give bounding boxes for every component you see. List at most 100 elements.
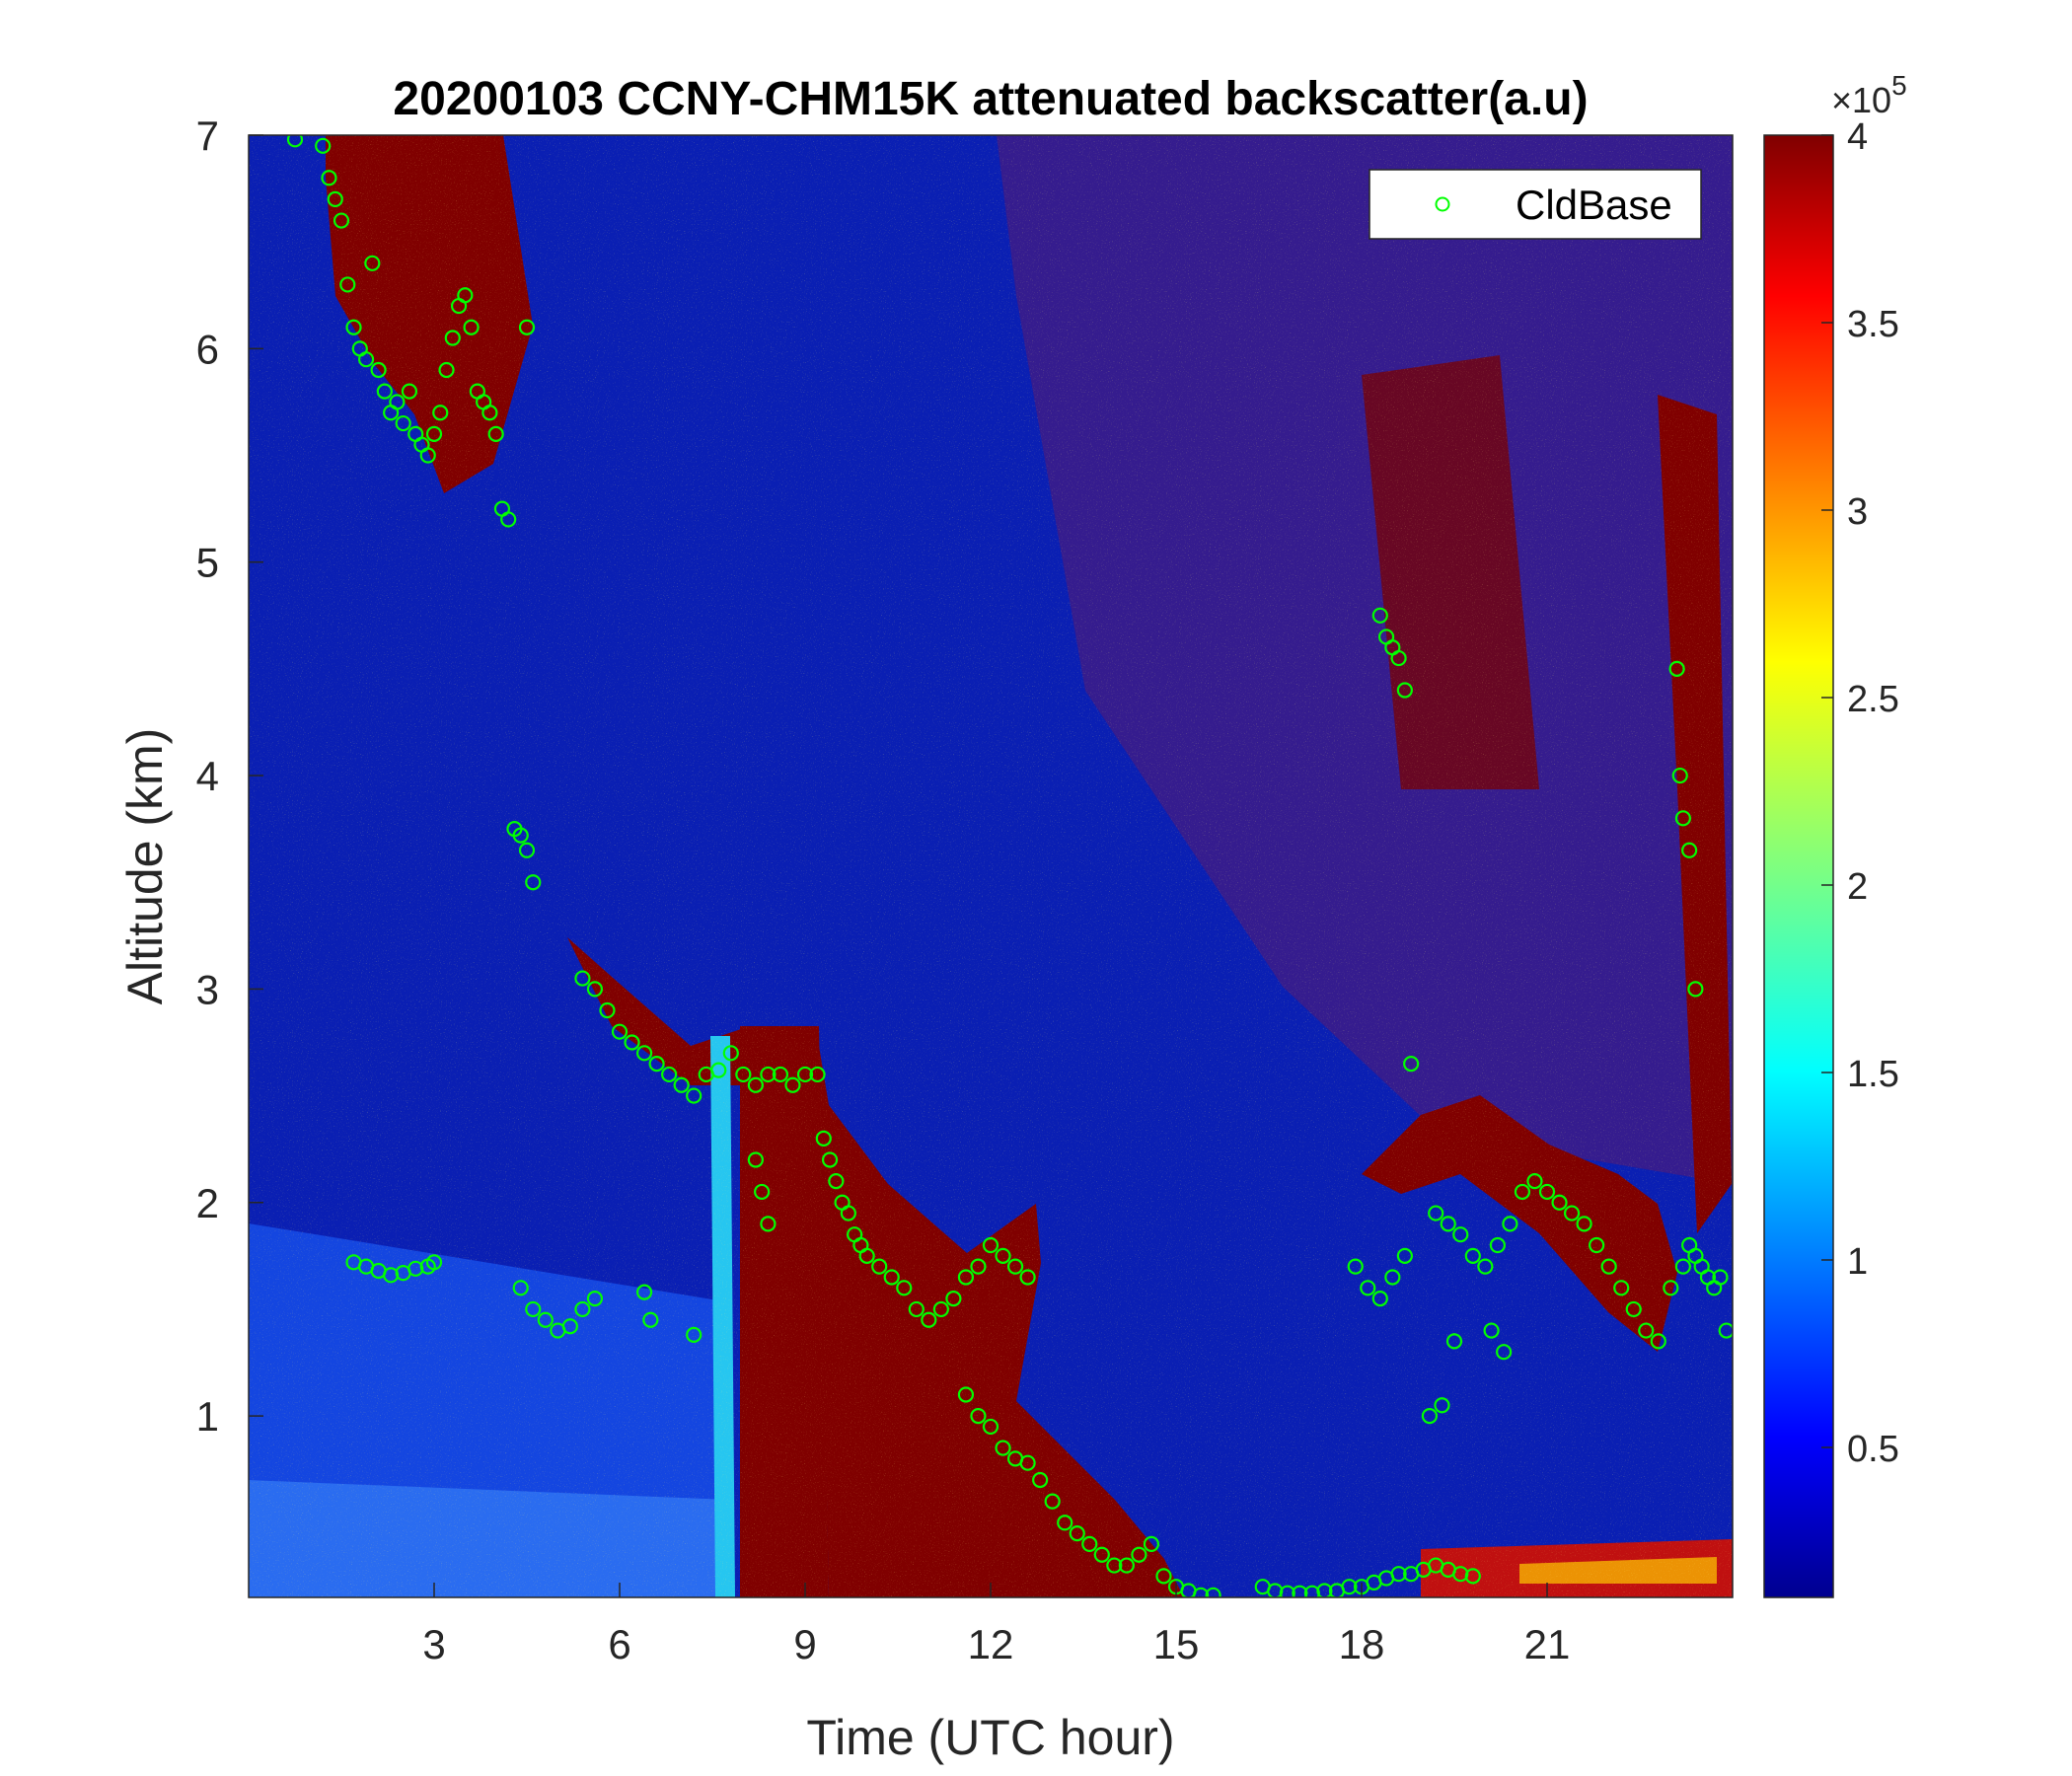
cldbase-point [840, 1205, 856, 1221]
cldbase-point [648, 1056, 665, 1073]
cldbase-point [1032, 1471, 1049, 1489]
cldbase-point [710, 1062, 727, 1078]
x-axis-label: Time (UTC hour) [806, 1710, 1174, 1765]
cldbase-point [1496, 1344, 1513, 1361]
cldbase-point [1600, 1258, 1617, 1275]
cldbase-point [995, 1247, 1011, 1264]
cldbase-point [1396, 682, 1413, 699]
cldbase-point [1538, 1183, 1556, 1201]
cldbase-point [370, 361, 387, 379]
cldbase-point [345, 319, 362, 335]
cldbase-point [1421, 1408, 1439, 1425]
cldbase-point [754, 1183, 771, 1201]
colorbar-ticks: 0.5 1 1.5 2 2.5 3 3.5 4 [1821, 116, 1899, 1470]
cldbase-point [871, 1258, 888, 1275]
cldbase-point [487, 425, 504, 442]
cldbase-point [815, 1130, 832, 1147]
cldbase-point [1081, 1535, 1098, 1553]
cldbase-point [1316, 1583, 1333, 1597]
cldbase-point [315, 137, 332, 154]
cldbase-point [883, 1269, 900, 1286]
cldbase-point [1069, 1524, 1085, 1542]
x-tick-label: 15 [1153, 1621, 1200, 1667]
colorbar-gradient [1763, 134, 1834, 1598]
cldbase-point [1371, 1291, 1388, 1307]
cldbase-point [1347, 1258, 1364, 1275]
cldbase-point [1514, 1183, 1531, 1201]
cldbase-point [1625, 1300, 1642, 1318]
cldbase-point [1118, 1557, 1135, 1574]
cldbase-point [357, 351, 375, 368]
cldbase-point [339, 276, 356, 293]
cldbase-series [286, 135, 1733, 1597]
cldbase-point [1563, 1205, 1581, 1221]
cldbase-point [624, 1034, 640, 1051]
cldbase-point [425, 425, 443, 442]
cldbase-point [982, 1236, 999, 1254]
cldbase-point [1674, 1258, 1691, 1275]
cldbase-point [1452, 1226, 1469, 1243]
colorbar-tick-label: 3.5 [1847, 304, 1899, 345]
cldbase-point [784, 1076, 801, 1093]
cldbase-point [419, 447, 436, 464]
x-tick-label: 3 [422, 1621, 445, 1667]
x-tick-label: 9 [793, 1621, 816, 1667]
cldbase-point [673, 1076, 690, 1093]
cldbase-point [1576, 1216, 1592, 1232]
cldbase-point [1155, 1568, 1172, 1585]
y-tick-label: 6 [196, 326, 219, 372]
cldbase-point [586, 981, 604, 998]
cldbase-point [1489, 1236, 1506, 1254]
cldbase-point [1192, 1587, 1210, 1597]
cldbase-point [1428, 1205, 1444, 1221]
cldbase-point [1384, 1269, 1401, 1286]
cldbase-point [1019, 1269, 1036, 1286]
cldbase-point [389, 394, 406, 410]
x-tick-label: 6 [608, 1621, 630, 1667]
cldbase-point [1502, 1216, 1518, 1232]
legend-marker [1435, 196, 1450, 212]
cldbase-point [444, 330, 461, 346]
cldbase-point [1371, 607, 1388, 624]
cldbase-point [1044, 1493, 1061, 1510]
y-tick-label: 2 [196, 1180, 219, 1226]
y-axis-label: Altitude (km) [117, 728, 173, 1005]
cldbase-point [1551, 1194, 1568, 1211]
cldbase-point [1464, 1247, 1481, 1264]
cldbase-point [1663, 1280, 1679, 1296]
cldbase-point [908, 1300, 925, 1318]
cldbase-point [561, 1318, 578, 1335]
colorbar-tick-label: 4 [1847, 116, 1868, 158]
cldbase-point [945, 1291, 962, 1307]
cldbase-point [661, 1066, 678, 1083]
cldbase-point [438, 361, 455, 379]
cldbase-point [1674, 810, 1691, 827]
cldbase-point [1093, 1546, 1110, 1563]
cldbase-point [512, 1280, 529, 1296]
x-axis: 3 6 9 12 15 18 21 [422, 1583, 1570, 1667]
cldbase-point [722, 1045, 739, 1062]
legend-box [1369, 169, 1702, 240]
cldbase-point [512, 827, 529, 844]
colorbar-tick-label: 0.5 [1847, 1429, 1899, 1470]
cldbase-point [809, 1066, 826, 1083]
cldbase-point [1434, 1397, 1450, 1414]
cldbase-point [364, 255, 381, 271]
cldbase-point [635, 1045, 653, 1062]
cldbase-point [1440, 1216, 1456, 1232]
cldbase-point [1396, 1247, 1413, 1264]
colorbar-tick-label: 3 [1847, 491, 1868, 533]
y-tick-label: 1 [196, 1393, 219, 1440]
cldbase-point [760, 1216, 777, 1232]
cldbase-point [425, 1254, 443, 1271]
cldbase-point [796, 1066, 814, 1083]
cldbase-point [1668, 660, 1685, 677]
cldbase-point [321, 170, 337, 186]
cldbase-point [500, 511, 517, 528]
cldbase-point [286, 135, 304, 148]
cldbase-point [1341, 1579, 1358, 1595]
heatmap-speckle [249, 135, 1733, 1597]
cldbase-point [957, 1269, 975, 1286]
x-tick-label: 18 [1339, 1621, 1385, 1667]
